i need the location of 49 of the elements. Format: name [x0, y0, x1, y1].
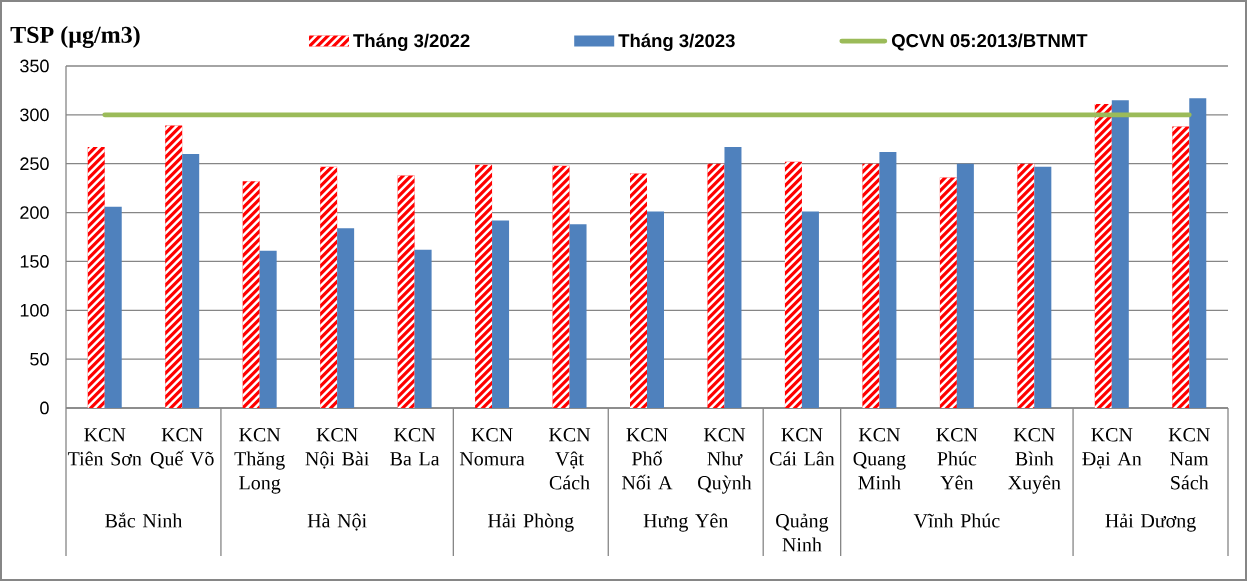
text: Vĩnh Phúc [913, 513, 1000, 528]
bar [1189, 98, 1207, 408]
legend-label: Tháng 3/2023 [618, 33, 735, 51]
legend-label: Tháng 3/2022 [353, 33, 470, 51]
text: Bắc Ninh [105, 512, 183, 528]
text: Hải Phòng [488, 513, 574, 532]
bar [337, 228, 355, 408]
x-tick-label: KCN Quang Minh [853, 428, 906, 490]
text: Quảng Ninh [776, 513, 829, 552]
x-tick-label: KCN Nam Sách [1168, 428, 1210, 490]
bar [801, 211, 819, 408]
y-tick-label: 300 [20, 108, 49, 122]
x-tick-label: KCN Quế Võ [150, 428, 214, 469]
legend-label: QCVN 05:2013/BTNMT [891, 33, 1088, 51]
x-tick-label: KCN Cái Lân [769, 428, 835, 466]
bar [1111, 100, 1129, 408]
x-tick-label: KCN Tiên Sơn [67, 428, 142, 466]
x-tick-label: KCN Phố Nối A [622, 428, 673, 490]
x-tick-label: KCN Như Quỳnh [698, 428, 752, 494]
y-axis-title: TSP (µg/m3) [10, 26, 140, 48]
x-tick-label: KCN Ba La [390, 428, 440, 466]
y-tick-label: 0 [40, 401, 49, 415]
bar [259, 250, 277, 408]
bar [569, 224, 587, 408]
x-tick-label: KCN Đại An [1082, 428, 1142, 469]
x-tick-label: KCN Thăng Long [234, 428, 285, 494]
x-tick-label: KCN Vật Cách [549, 428, 591, 490]
y-tick-label: 350 [20, 59, 49, 73]
bar [1034, 166, 1052, 408]
y-tick-label: 200 [20, 206, 49, 219]
text: Hưng Yên [643, 513, 729, 532]
y-tick-label: 150 [20, 255, 49, 268]
bar [647, 211, 664, 408]
bar [104, 206, 122, 408]
text: Hà Nội [307, 513, 367, 531]
x-tick-label: KCN Phúc Yên [936, 428, 978, 490]
y-tick-label: 250 [20, 157, 49, 171]
y-tick-label: 50 [30, 352, 49, 366]
y-tick-label: 100 [20, 303, 49, 317]
bar [492, 220, 510, 408]
x-tick-label: KCN Nội Bài [305, 428, 369, 469]
bar [879, 151, 897, 408]
bar [956, 163, 974, 408]
bar [182, 153, 200, 408]
bar [414, 249, 432, 408]
x-tick-label: KCN Bình Xuyên [1008, 428, 1061, 494]
bar [724, 147, 742, 408]
text: Hải Dương [1105, 513, 1196, 532]
x-tick-label: KCN Nomura [459, 428, 525, 466]
